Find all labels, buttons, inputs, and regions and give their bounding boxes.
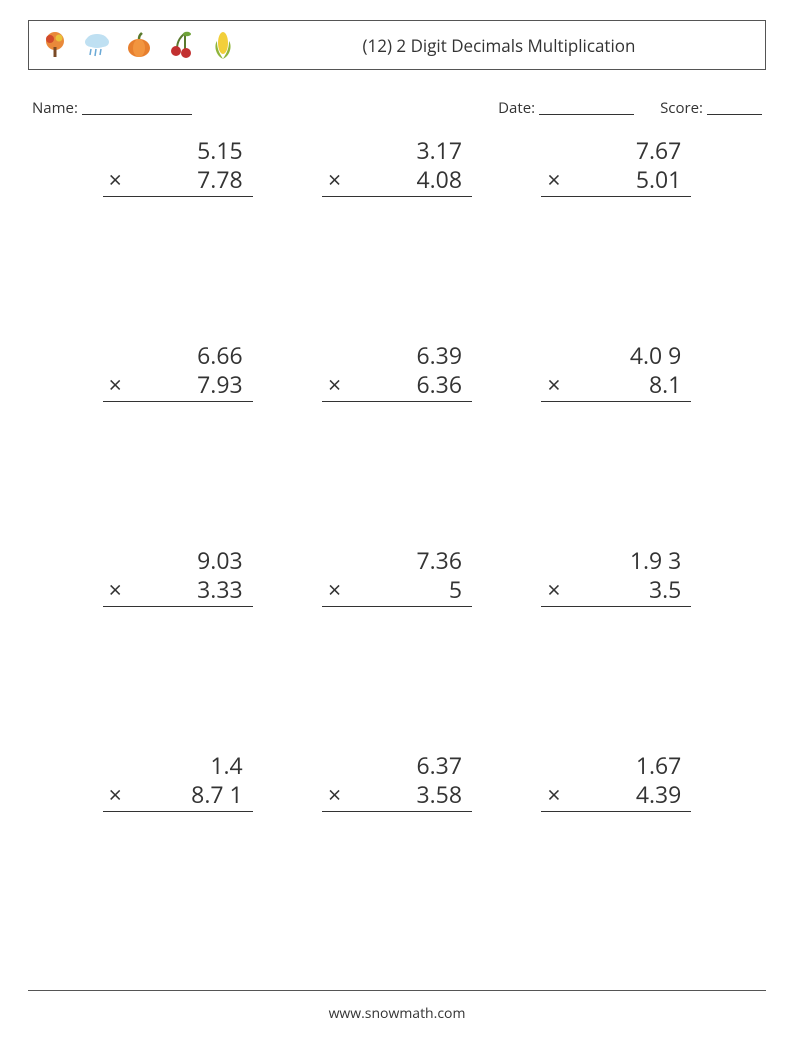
multiplicand: 6.66: [197, 341, 243, 370]
meta-row: Name: Date: Score:: [28, 98, 766, 118]
worksheet-title: (12) 2 Digit Decimals Multiplication: [241, 34, 757, 57]
multiplier: 4.39: [636, 780, 682, 809]
problem: 3.17 × 4.08: [287, 136, 506, 336]
problem: 6.37 × 3.58: [287, 751, 506, 951]
multiplicand: 1.67: [636, 751, 682, 780]
name-label: Name:: [32, 98, 78, 118]
problem: 6.66 × 7.93: [68, 341, 287, 541]
problem: 9.03 × 3.33: [68, 546, 287, 746]
date-label: Date:: [498, 98, 535, 118]
multiplicand: 3.17: [416, 136, 462, 165]
multiplicand: 4.0 9: [630, 341, 681, 370]
footer-rule: [28, 990, 766, 991]
date-blank[interactable]: [539, 98, 634, 115]
operator: ×: [541, 780, 560, 809]
worksheet-page: (12) 2 Digit Decimals Multiplication Nam…: [0, 0, 794, 1053]
multiplicand: 9.03: [197, 546, 243, 575]
multiplicand: 7.36: [416, 546, 462, 575]
operator: ×: [322, 370, 341, 399]
operator: ×: [322, 780, 341, 809]
problem: 1.4 × 8.7 1: [68, 751, 287, 951]
multiplier: 7.93: [197, 370, 243, 399]
problem-rule: [541, 401, 691, 402]
score-label: Score:: [660, 98, 703, 118]
header-bar: (12) 2 Digit Decimals Multiplication: [28, 20, 766, 70]
operator: ×: [541, 575, 560, 604]
problem-rule: [103, 196, 253, 197]
operator: ×: [541, 165, 560, 194]
multiplier: 3.5: [649, 575, 681, 604]
problem: 7.36 × 5: [287, 546, 506, 746]
problem-rule: [322, 811, 472, 812]
multiplicand: 7.67: [636, 136, 682, 165]
multiplier: 4.08: [416, 165, 462, 194]
problem: 6.39 × 6.36: [287, 341, 506, 541]
multiplicand: 1.4: [210, 751, 242, 780]
footer-site: www.snowmath.com: [0, 1004, 794, 1023]
operator: ×: [322, 575, 341, 604]
operator: ×: [322, 165, 341, 194]
name-blank[interactable]: [82, 98, 192, 115]
problem: 4.0 9 × 8.1: [507, 341, 726, 541]
cherries-icon: [163, 27, 199, 63]
problem-rule: [322, 606, 472, 607]
problem: 5.15 × 7.78: [68, 136, 287, 336]
autumn-tree-icon: [37, 27, 73, 63]
multiplicand: 1.9 3: [630, 546, 681, 575]
problem: 1.67 × 4.39: [507, 751, 726, 951]
problem: 1.9 3 × 3.5: [507, 546, 726, 746]
operator: ×: [103, 575, 122, 604]
multiplier: 6.36: [416, 370, 462, 399]
operator: ×: [103, 780, 122, 809]
problem-rule: [541, 811, 691, 812]
multiplicand: 6.37: [416, 751, 462, 780]
problem-rule: [322, 401, 472, 402]
problem-rule: [322, 196, 472, 197]
problem: 7.67 × 5.01: [507, 136, 726, 336]
multiplicand: 6.39: [416, 341, 462, 370]
problem-rule: [103, 401, 253, 402]
multiplier: 7.78: [197, 165, 243, 194]
multiplier: 5.01: [636, 165, 682, 194]
problem-rule: [103, 606, 253, 607]
operator: ×: [103, 370, 122, 399]
operator: ×: [103, 165, 122, 194]
multiplier: 3.33: [197, 575, 243, 604]
rain-cloud-icon: [79, 27, 115, 63]
header-icons: [37, 27, 241, 63]
problem-rule: [541, 606, 691, 607]
multiplier: 3.58: [416, 780, 462, 809]
problems-grid: 5.15 × 7.78 3.17 × 4.08 7.67 × 5.01 6.66 × 7.93 6.39…: [28, 136, 766, 951]
pumpkin-icon: [121, 27, 157, 63]
multiplier: 8.7 1: [191, 780, 242, 809]
multiplier: 8.1: [649, 370, 681, 399]
multiplier: 5: [449, 575, 462, 604]
operator: ×: [541, 370, 560, 399]
corn-icon: [205, 27, 241, 63]
problem-rule: [541, 196, 691, 197]
problem-rule: [103, 811, 253, 812]
multiplicand: 5.15: [197, 136, 243, 165]
score-blank[interactable]: [707, 98, 762, 115]
